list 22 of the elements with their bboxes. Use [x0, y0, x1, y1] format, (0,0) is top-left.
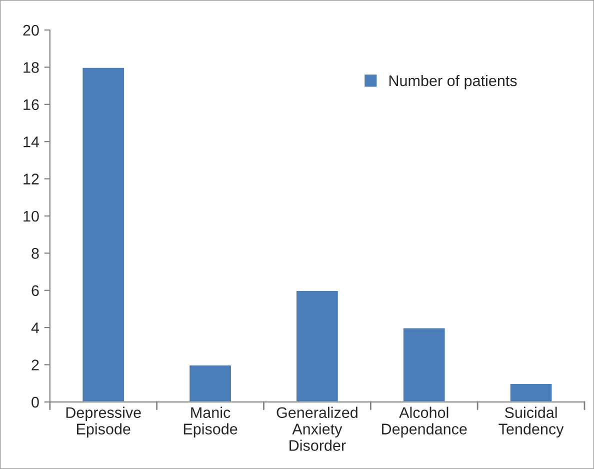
x-tick-label: Alcohol Dependance [382, 406, 467, 438]
bar [188, 364, 232, 402]
y-tick-label: 4 [31, 322, 40, 334]
y-tick-label: 14 [24, 136, 40, 148]
y-tick-label: 20 [23, 24, 39, 36]
x-tick-label: Suicidal Tendency [498, 406, 564, 438]
bar [295, 290, 340, 402]
y-tick-label: 16 [24, 99, 39, 110]
y-tick-label: 18 [24, 62, 39, 73]
y-tick-label: 2 [32, 360, 39, 370]
legend-label: Number of patients [389, 74, 517, 90]
y-tick-label: 6 [32, 285, 39, 296]
bar [508, 382, 554, 402]
y-tick-label: 10 [24, 210, 39, 222]
y-tick-label: 12 [24, 174, 39, 184]
x-tick-label: Depressive Episode [66, 406, 141, 438]
y-tick-label: 0 [32, 396, 39, 408]
bar [402, 326, 446, 402]
x-tick-label: Generalized Anxiety Disorder [276, 406, 358, 451]
bar [81, 66, 126, 402]
x-tick-label: Manic Episode [184, 406, 238, 438]
y-tick-label: 8 [32, 248, 39, 259]
